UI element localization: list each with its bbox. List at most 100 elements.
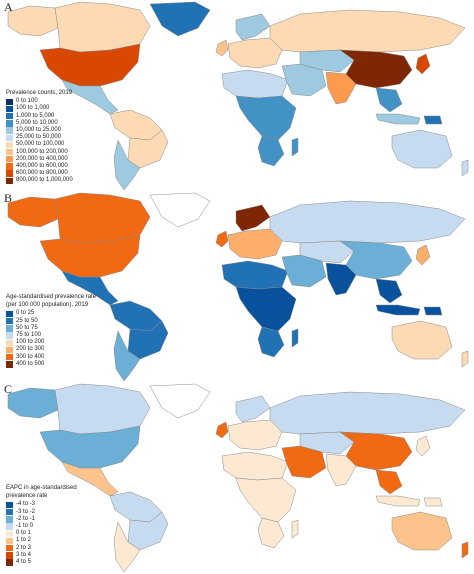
legend-label: 0 to 100	[16, 98, 38, 105]
panel-a: A Prevalence counts, 2019 0 to 100 100 to …	[0, 0, 474, 191]
region-central-america	[61, 461, 119, 497]
region-madagascar	[291, 137, 299, 157]
legend-swatch	[6, 105, 13, 113]
legend-label: 400 to 500	[16, 360, 45, 367]
region-alaska	[7, 5, 59, 37]
legend-label: 4 to 5	[16, 558, 32, 565]
legend-swatch	[6, 141, 13, 149]
region-australia	[391, 129, 453, 169]
legend-item: 4 to 5	[6, 559, 77, 566]
legend-title: prevalence rate	[6, 493, 48, 500]
region-canada	[54, 383, 151, 435]
region-europe	[227, 419, 283, 451]
region-south-america	[109, 491, 163, 523]
legend-item: 400 to 500	[6, 361, 96, 368]
region-north-africa	[221, 69, 289, 99]
region-japan	[415, 53, 431, 75]
legend-label: 1,000 to 5,000	[16, 112, 55, 119]
legend-label: 200,000 to 400,000	[16, 155, 68, 162]
legend-label: 800,000 to 1,000,000	[16, 177, 73, 184]
region-europe	[227, 228, 283, 260]
legend-label: 0 to 1	[16, 530, 32, 537]
legend-swatch	[6, 332, 13, 339]
legend-item: 100 to 1,000	[6, 105, 73, 113]
legend-label: 100,000 to 200,000	[16, 148, 68, 155]
legend-swatch	[6, 317, 13, 325]
legend-label: 75 to 100	[16, 331, 42, 338]
region-africa	[235, 286, 297, 332]
region-new-zealand	[461, 350, 469, 368]
legend-c: EAPC in age-standardised prevalence rate -…	[6, 485, 77, 566]
legend-label: 2 to 3	[16, 544, 32, 551]
legend-item: 100 to 200	[6, 339, 96, 346]
region-north-america	[39, 43, 141, 87]
region-china	[339, 240, 413, 280]
world-map-c	[7, 383, 469, 573]
region-europe	[227, 37, 283, 69]
legend-label: 25,000 to 50,000	[16, 134, 62, 141]
legend-item: 10,000 to 25,000	[6, 127, 73, 134]
legend-swatch	[6, 501, 13, 509]
legend-item: -1 to 0	[6, 523, 77, 530]
legend-item: 600,000 to 800,000	[6, 170, 73, 177]
legend-swatch	[6, 170, 13, 177]
region-africa	[235, 477, 297, 523]
region-central-america	[61, 79, 119, 115]
region-russia	[269, 9, 466, 53]
legend-swatch	[6, 544, 13, 552]
region-alaska	[7, 387, 59, 419]
legend-item: 1 to 2	[6, 537, 77, 545]
legend-swatch	[6, 537, 13, 545]
region-central-america	[61, 270, 119, 306]
region-argentina	[113, 139, 141, 191]
legend-label: -3 to -2	[16, 508, 36, 515]
legend-label: -1 to 0	[16, 522, 34, 529]
region-madagascar	[291, 328, 299, 348]
legend-item: 75 to 100	[6, 332, 96, 339]
legend-label: 600,000 to 800,000	[16, 170, 68, 177]
region-north-africa	[221, 260, 289, 290]
legend-item: 50 to 75	[6, 325, 96, 332]
world-map-a	[7, 1, 469, 191]
legend-item: 0 to 100	[6, 98, 73, 105]
legend-label: 10,000 to 25,000	[16, 126, 62, 133]
legend-swatch	[6, 120, 13, 127]
legend-item: 25,000 to 50,000	[6, 134, 73, 141]
legend-swatch	[6, 163, 13, 170]
legend-swatch	[6, 508, 13, 516]
legend-swatch	[6, 156, 13, 163]
legend-label: 300 to 400	[16, 353, 45, 360]
region-canada	[54, 192, 151, 244]
legend-swatch	[6, 310, 13, 318]
legend-a: Prevalence counts, 2019 0 to 100 100 to 1,…	[6, 90, 73, 185]
region-south-america	[109, 300, 163, 332]
legend-item: 800,000 to 1,000,000	[6, 177, 73, 185]
region-south-africa	[257, 135, 285, 167]
region-greenland	[149, 192, 211, 228]
panel-c: C EAPC in age-standardised prevalence rat…	[0, 382, 474, 573]
legend-item: 3 to 4	[6, 552, 77, 559]
region-scandinavia	[235, 395, 271, 423]
legend-swatch	[6, 346, 13, 354]
legend-swatch	[6, 530, 13, 537]
region-south-africa	[257, 517, 285, 549]
legend-label: -2 to -1	[16, 515, 36, 522]
region-uk	[215, 421, 229, 439]
legend-item: 0 to 25	[6, 310, 96, 318]
legend-swatch	[6, 339, 13, 346]
region-uk	[215, 230, 229, 248]
legend-label: 50,000 to 100,000	[16, 141, 65, 148]
region-papua	[423, 306, 443, 316]
legend-b: Age-standardised prevalence rate (per 100…	[6, 294, 96, 368]
legend-swatch	[6, 134, 13, 141]
legend-swatch	[6, 127, 13, 134]
region-japan	[415, 244, 431, 266]
legend-item: 0 to 1	[6, 530, 77, 537]
region-new-zealand	[461, 541, 469, 559]
region-southeast-asia	[375, 278, 403, 304]
region-japan	[415, 435, 431, 457]
region-uk	[215, 39, 229, 57]
legend-item: 1,000 to 5,000	[6, 113, 73, 120]
legend-swatch	[6, 559, 13, 566]
region-north-america	[39, 234, 141, 278]
